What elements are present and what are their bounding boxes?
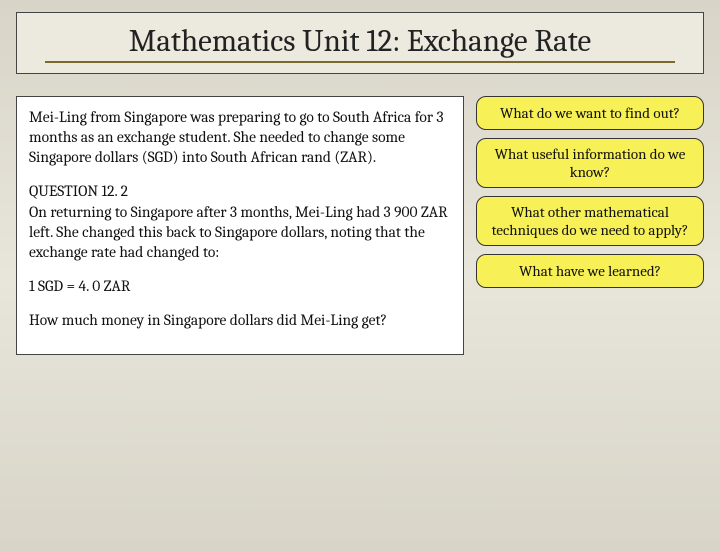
content-row: Mei-Ling from Singapore was preparing to…	[0, 88, 720, 355]
intro-text: Mei-Ling from Singapore was preparing to…	[29, 107, 451, 167]
side-questions: What do we want to find out? What useful…	[476, 96, 704, 355]
exchange-rate: 1 SGD = 4. 0 ZAR	[29, 276, 451, 296]
question-block: QUESTION 12. 2 On returning to Singapore…	[29, 181, 451, 262]
pill-useful-info[interactable]: What useful information do we know?	[476, 138, 704, 188]
pill-find-out[interactable]: What do we want to find out?	[476, 96, 704, 130]
question-prompt: How much money in Singapore dollars did …	[29, 310, 451, 330]
pill-learned[interactable]: What have we learned?	[476, 254, 704, 288]
question-label: QUESTION 12. 2	[29, 182, 128, 200]
pill-techniques[interactable]: What other mathematical techniques do we…	[476, 196, 704, 246]
question-body: On returning to Singapore after 3 months…	[29, 203, 448, 261]
title-bar: Mathematics Unit 12: Exchange Rate	[16, 12, 704, 74]
page-title: Mathematics Unit 12: Exchange Rate	[31, 23, 689, 59]
question-panel: Mei-Ling from Singapore was preparing to…	[16, 96, 464, 355]
title-underline	[45, 61, 675, 63]
